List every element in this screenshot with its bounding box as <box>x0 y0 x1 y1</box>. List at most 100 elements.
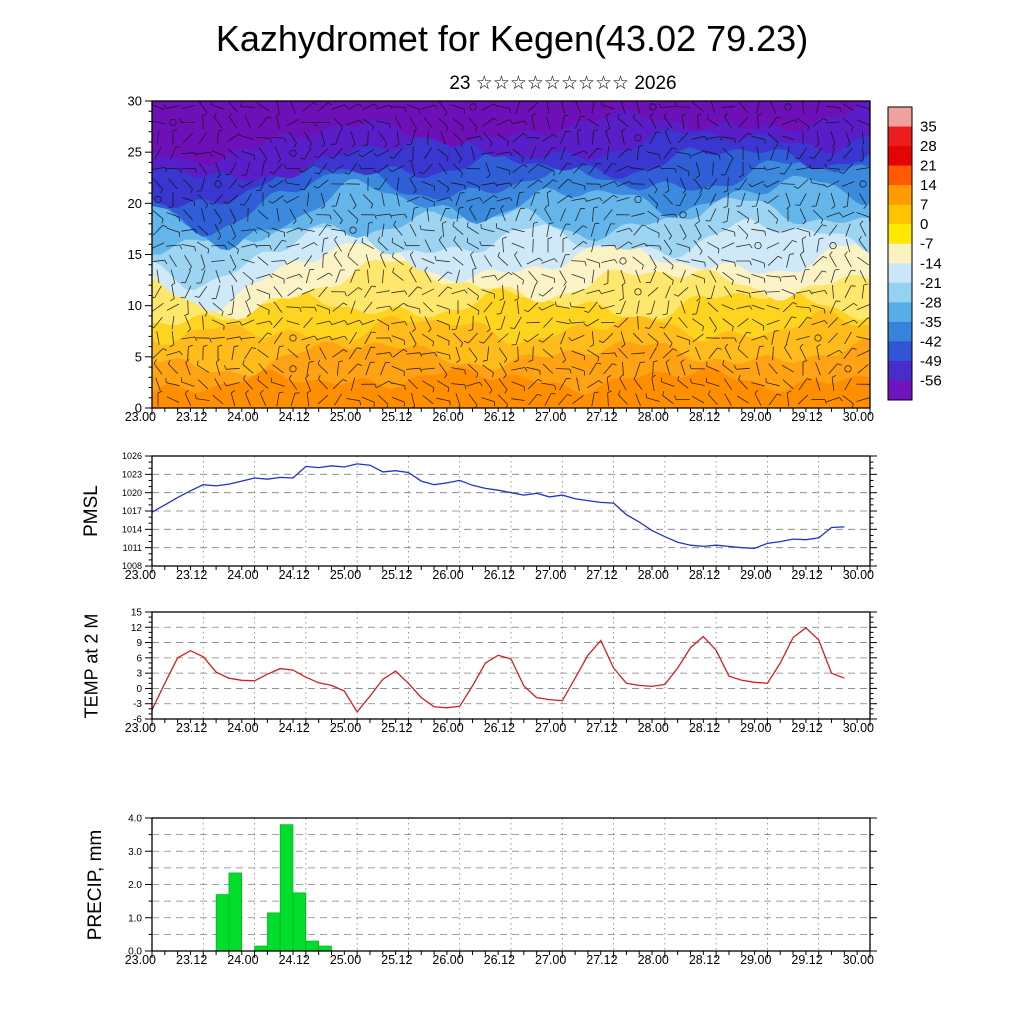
wind-barb-icon <box>211 101 225 110</box>
wind-barb-icon <box>301 121 317 127</box>
x-tick-label: 28.00 <box>638 953 669 967</box>
wind-barb-icon <box>381 223 385 237</box>
wind-barb-icon <box>276 391 284 407</box>
wind-barb-icon <box>410 316 416 333</box>
wind-barb-icon <box>601 181 618 187</box>
colorbar-tick-label: 35 <box>920 119 937 136</box>
wind-barb-icon <box>314 162 328 175</box>
wind-barb-icon <box>331 228 347 236</box>
wind-barb-icon <box>268 195 284 204</box>
wind-barb-icon <box>424 316 432 333</box>
wind-barb-icon <box>828 224 838 236</box>
wind-barb-icon <box>348 363 363 374</box>
wind-barb-icon <box>421 288 435 296</box>
calm-wind-circle-icon <box>289 334 297 342</box>
wind-barb-icon <box>523 333 539 343</box>
wind-barb-icon <box>331 104 348 110</box>
wind-barb-icon <box>228 178 238 190</box>
wind-barb-icon <box>832 284 834 299</box>
wind-barb-icon <box>365 361 375 376</box>
wind-barb-icon <box>646 151 661 160</box>
wind-barb-icon <box>783 240 797 251</box>
wind-barb-icon <box>598 289 615 294</box>
wind-barb-icon <box>664 224 672 240</box>
wind-barb-icon <box>676 151 691 159</box>
wind-barb-icon <box>421 258 435 264</box>
wind-barb-icon <box>468 315 474 332</box>
y-tick-label: 4.0 <box>128 814 142 825</box>
wind-barb-icon <box>616 197 630 202</box>
wind-barb-icon <box>830 131 836 148</box>
wind-barb-icon <box>242 360 254 374</box>
wind-barb-icon <box>691 273 705 284</box>
wind-barb-icon <box>466 222 479 235</box>
wind-barb-icon <box>751 382 765 387</box>
wind-barb-icon <box>332 379 348 390</box>
wind-barb-icon <box>692 318 704 331</box>
wind-barb-icon <box>708 225 718 236</box>
wind-barb-icon <box>647 194 659 209</box>
wind-barb-icon <box>560 254 570 268</box>
wind-barb-icon <box>346 398 362 406</box>
wind-barb-icon <box>592 206 599 222</box>
wind-barb-icon <box>796 227 811 237</box>
wind-barb-icon <box>605 128 611 145</box>
wind-barb-icon <box>815 101 820 114</box>
wind-barb-icon <box>283 195 300 203</box>
wind-barb-icon <box>562 236 568 253</box>
wind-barb-icon <box>180 285 192 299</box>
wind-barb-icon <box>202 344 208 361</box>
wind-barb-icon <box>481 151 495 155</box>
calm-wind-circle-icon <box>154 195 162 203</box>
x-tick-label: 29.12 <box>791 568 822 582</box>
wind-barb-icon <box>559 285 567 299</box>
wind-barb-icon <box>767 255 783 266</box>
wind-barb-icon <box>605 223 615 237</box>
wind-barb-icon <box>603 209 613 221</box>
wind-barb-icon <box>421 352 438 357</box>
wind-barb-icon <box>586 183 602 189</box>
wind-barb-icon <box>152 348 168 359</box>
wind-barb-icon <box>187 344 193 361</box>
wind-barb-icon <box>451 383 467 390</box>
wind-barb-icon <box>768 393 782 406</box>
wind-barb-icon <box>349 193 357 210</box>
wind-barb-icon <box>364 285 377 298</box>
wind-barb-icon <box>857 256 869 266</box>
wind-barb-icon <box>737 210 749 224</box>
wind-barb-icon <box>736 289 751 298</box>
wind-barb-icon <box>373 164 389 174</box>
wind-barb-icon <box>332 302 348 312</box>
precip-bar <box>305 940 319 952</box>
y-tick-label: 1.0 <box>128 913 142 924</box>
wind-barb-icon <box>301 335 318 341</box>
x-tick-label: 26.00 <box>432 953 463 967</box>
wind-barb-icon <box>591 101 595 114</box>
wind-barb-icon <box>198 101 208 113</box>
wind-barb-icon <box>571 288 585 295</box>
wind-barb-icon <box>786 390 792 407</box>
colorbar-segment <box>888 126 912 147</box>
wind-barb-icon <box>453 236 463 252</box>
wind-barb-icon <box>766 304 780 310</box>
wind-barb-icon <box>571 150 588 157</box>
wind-barb-icon <box>756 146 760 160</box>
x-tick-label: 26.00 <box>432 410 463 424</box>
wind-barb-icon <box>213 112 223 129</box>
y-tick-label: 1011 <box>123 543 142 553</box>
wind-barb-icon <box>406 367 423 373</box>
wind-barb-icon <box>257 375 269 389</box>
wind-barb-icon <box>695 346 701 360</box>
wind-barb-icon <box>572 241 588 251</box>
wind-barb-icon <box>180 269 191 284</box>
wind-barb-icon <box>652 360 658 376</box>
wind-barb-icon <box>422 302 434 313</box>
wind-barb-icon <box>826 397 843 403</box>
wind-barb-icon <box>842 302 858 312</box>
wind-barb-icon <box>182 132 194 143</box>
wind-barb-icon <box>184 316 192 333</box>
wind-barb-icon <box>197 225 209 235</box>
wind-barb-icon <box>862 130 864 145</box>
colorbar-segment <box>888 321 912 342</box>
wind-barb-icon <box>468 347 478 363</box>
